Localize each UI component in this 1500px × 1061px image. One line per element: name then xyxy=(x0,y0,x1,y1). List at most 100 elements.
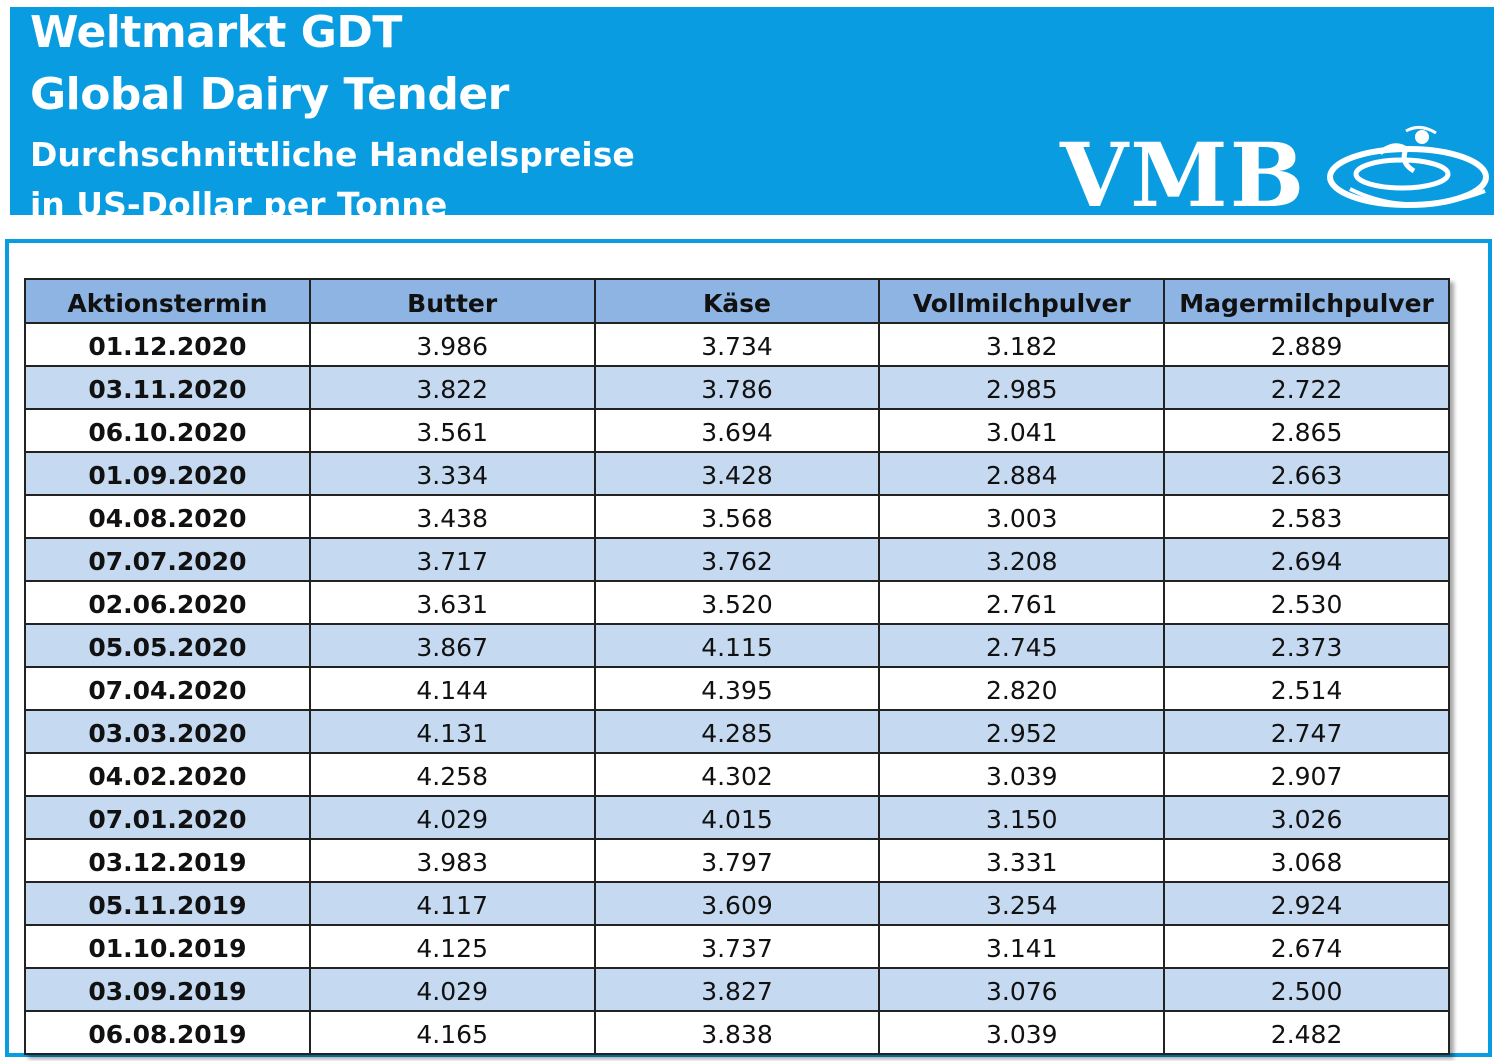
cell-price: 3.331 xyxy=(878,838,1166,883)
cell-price: 3.041 xyxy=(878,408,1166,453)
cell-price: 3.983 xyxy=(308,838,596,883)
cell-date: 03.03.2020 xyxy=(24,709,311,754)
cell-date: 05.11.2019 xyxy=(24,881,311,926)
cell-date: 02.06.2020 xyxy=(24,580,311,625)
cell-date: 05.05.2020 xyxy=(24,623,311,668)
cell-date: 04.02.2020 xyxy=(24,752,311,797)
cell-price: 4.395 xyxy=(593,666,881,711)
table-row: 03.03.2020 4.131 4.285 2.952 2.747 xyxy=(24,709,1450,754)
cell-price: 3.561 xyxy=(308,408,596,453)
cell-price: 3.737 xyxy=(593,924,881,969)
cell-date: 01.12.2020 xyxy=(24,322,311,367)
table-body: 01.12.2020 3.986 3.734 3.182 2.889 03.11.2020… xyxy=(24,322,1450,1055)
table-row: 07.07.2020 3.717 3.762 3.208 2.694 xyxy=(24,537,1450,582)
cell-date: 06.08.2019 xyxy=(24,1010,311,1055)
table-row: 04.02.2020 4.258 4.302 3.039 2.907 xyxy=(24,752,1450,797)
cell-price: 3.797 xyxy=(593,838,881,883)
logo-text: VMB xyxy=(1060,123,1307,215)
cell-price: 2.674 xyxy=(1163,924,1450,969)
cell-price: 3.182 xyxy=(878,322,1166,367)
table-row: 01.12.2020 3.986 3.734 3.182 2.889 xyxy=(24,322,1450,367)
cell-price: 3.026 xyxy=(1163,795,1450,840)
cell-price: 3.986 xyxy=(308,322,596,367)
cell-price: 3.631 xyxy=(308,580,596,625)
cell-price: 3.734 xyxy=(593,322,881,367)
col-header-cheese: Käse xyxy=(593,278,881,324)
cell-price: 4.144 xyxy=(308,666,596,711)
col-header-whole-milk-powder: Vollmilchpulver xyxy=(878,278,1166,324)
cell-price: 2.530 xyxy=(1163,580,1450,625)
cell-price: 3.838 xyxy=(593,1010,881,1055)
cell-price: 2.722 xyxy=(1163,365,1450,410)
cell-price: 3.003 xyxy=(878,494,1166,539)
cell-price: 3.068 xyxy=(1163,838,1450,883)
cell-date: 07.01.2020 xyxy=(24,795,311,840)
cell-date: 03.12.2019 xyxy=(24,838,311,883)
title-line-1: Weltmarkt GDT xyxy=(30,7,402,58)
cell-price: 3.428 xyxy=(593,451,881,496)
cell-price: 3.822 xyxy=(308,365,596,410)
table-row: 03.09.2019 4.029 3.827 3.076 2.500 xyxy=(24,967,1450,1012)
cell-date: 06.10.2020 xyxy=(24,408,311,453)
logo-swoosh-icon xyxy=(1327,126,1489,208)
cell-price: 3.141 xyxy=(878,924,1166,969)
table-row: 02.06.2020 3.631 3.520 2.761 2.530 xyxy=(24,580,1450,625)
table-header-row: Aktionstermin Butter Käse Vollmilchpulve… xyxy=(24,278,1450,324)
cell-price: 3.827 xyxy=(593,967,881,1012)
cell-price: 2.745 xyxy=(878,623,1166,668)
table-row: 07.04.2020 4.144 4.395 2.820 2.514 xyxy=(24,666,1450,711)
cell-price: 2.747 xyxy=(1163,709,1450,754)
cell-price: 2.985 xyxy=(878,365,1166,410)
cell-price: 4.125 xyxy=(308,924,596,969)
header-banner: Weltmarkt GDT Global Dairy Tender Durchs… xyxy=(10,7,1494,215)
cell-date: 07.07.2020 xyxy=(24,537,311,582)
table-row: 07.01.2020 4.029 4.015 3.150 3.026 xyxy=(24,795,1450,840)
cell-price: 3.786 xyxy=(593,365,881,410)
cell-price: 2.514 xyxy=(1163,666,1450,711)
cell-date: 07.04.2020 xyxy=(24,666,311,711)
cell-price: 3.254 xyxy=(878,881,1166,926)
cell-price: 2.924 xyxy=(1163,881,1450,926)
cell-price: 3.334 xyxy=(308,451,596,496)
cell-price: 2.761 xyxy=(878,580,1166,625)
table-row: 04.08.2020 3.438 3.568 3.003 2.583 xyxy=(24,494,1450,539)
cell-price: 3.076 xyxy=(878,967,1166,1012)
table-row: 06.08.2019 4.165 3.838 3.039 2.482 xyxy=(24,1010,1450,1055)
subtitle-line-1: Durchschnittliche Handelspreise xyxy=(30,135,635,174)
table-row: 03.11.2020 3.822 3.786 2.985 2.722 xyxy=(24,365,1450,410)
cell-price: 2.865 xyxy=(1163,408,1450,453)
col-header-butter: Butter xyxy=(308,278,596,324)
cell-price: 2.482 xyxy=(1163,1010,1450,1055)
table-row: 01.09.2020 3.334 3.428 2.884 2.663 xyxy=(24,451,1450,496)
cell-price: 3.717 xyxy=(308,537,596,582)
cell-price: 3.150 xyxy=(878,795,1166,840)
cell-price: 3.039 xyxy=(878,1010,1166,1055)
cell-price: 3.520 xyxy=(593,580,881,625)
cell-price: 4.302 xyxy=(593,752,881,797)
cell-price: 2.663 xyxy=(1163,451,1450,496)
cell-price: 3.208 xyxy=(878,537,1166,582)
cell-date: 03.09.2019 xyxy=(24,967,311,1012)
cell-price: 4.029 xyxy=(308,795,596,840)
cell-price: 4.115 xyxy=(593,623,881,668)
cell-date: 01.10.2019 xyxy=(24,924,311,969)
table-row: 03.12.2019 3.983 3.797 3.331 3.068 xyxy=(24,838,1450,883)
cell-price: 4.131 xyxy=(308,709,596,754)
cell-price: 3.438 xyxy=(308,494,596,539)
cell-price: 3.568 xyxy=(593,494,881,539)
col-header-skim-milk-powder: Magermilchpulver xyxy=(1163,278,1450,324)
cell-price: 4.258 xyxy=(308,752,596,797)
cell-price: 4.015 xyxy=(593,795,881,840)
table-row: 01.10.2019 4.125 3.737 3.141 2.674 xyxy=(24,924,1450,969)
cell-price: 3.867 xyxy=(308,623,596,668)
cell-price: 2.889 xyxy=(1163,322,1450,367)
table-row: 05.05.2020 3.867 4.115 2.745 2.373 xyxy=(24,623,1450,668)
cell-price: 4.165 xyxy=(308,1010,596,1055)
cell-price: 3.609 xyxy=(593,881,881,926)
cell-price: 2.500 xyxy=(1163,967,1450,1012)
cell-price: 2.820 xyxy=(878,666,1166,711)
title-line-2: Global Dairy Tender xyxy=(30,69,509,120)
cell-price: 2.884 xyxy=(878,451,1166,496)
cell-date: 03.11.2020 xyxy=(24,365,311,410)
cell-price: 2.907 xyxy=(1163,752,1450,797)
